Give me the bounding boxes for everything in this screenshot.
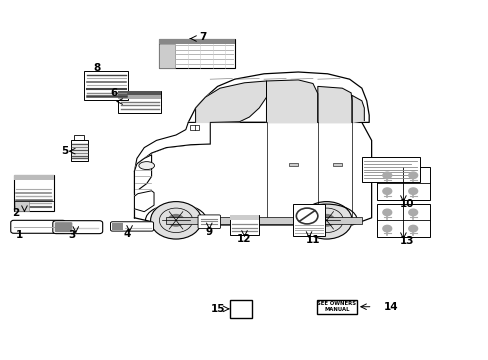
Polygon shape (195, 81, 266, 122)
Bar (15, 201, 29, 211)
Polygon shape (317, 86, 351, 122)
Circle shape (382, 172, 391, 179)
Bar (316, 300, 356, 314)
Bar (229, 215, 259, 220)
Bar (118, 95, 161, 99)
Bar (14, 175, 54, 211)
FancyBboxPatch shape (198, 215, 220, 229)
Text: 12: 12 (237, 234, 251, 244)
Bar (361, 157, 419, 182)
Bar (112, 223, 123, 230)
Polygon shape (266, 80, 317, 122)
Circle shape (318, 215, 334, 226)
Circle shape (382, 225, 391, 232)
Bar (189, 125, 198, 130)
Text: SEE OWNERS
MANUAL: SEE OWNERS MANUAL (317, 301, 356, 312)
Text: 3: 3 (69, 230, 76, 240)
Polygon shape (351, 95, 364, 122)
FancyBboxPatch shape (110, 222, 153, 231)
Bar (71, 140, 88, 161)
Bar (118, 91, 161, 113)
Text: 8: 8 (93, 63, 100, 73)
Circle shape (408, 225, 417, 232)
FancyBboxPatch shape (53, 221, 102, 234)
Text: 1: 1 (16, 230, 23, 240)
Bar (74, 135, 84, 140)
Bar (159, 39, 234, 44)
Text: 4: 4 (123, 229, 131, 239)
Text: 11: 11 (305, 235, 320, 245)
Bar (376, 204, 429, 237)
Polygon shape (188, 72, 368, 122)
Bar (332, 163, 342, 166)
Circle shape (382, 188, 391, 194)
Circle shape (408, 172, 417, 179)
Text: 10: 10 (399, 199, 413, 209)
Circle shape (301, 202, 351, 239)
Circle shape (382, 209, 391, 216)
Text: 5: 5 (61, 146, 68, 156)
Bar (159, 44, 174, 68)
Bar (118, 91, 161, 95)
Text: 14: 14 (383, 302, 398, 312)
FancyBboxPatch shape (11, 220, 65, 233)
Text: 7: 7 (199, 32, 206, 42)
Text: 9: 9 (205, 227, 212, 237)
Circle shape (408, 209, 417, 216)
Bar (166, 217, 361, 224)
Circle shape (408, 188, 417, 194)
Polygon shape (134, 122, 210, 171)
Text: 2: 2 (12, 208, 19, 218)
Ellipse shape (139, 162, 154, 170)
Polygon shape (134, 122, 371, 225)
Bar (293, 204, 325, 236)
Bar (229, 215, 259, 235)
Text: 15: 15 (210, 304, 224, 314)
Circle shape (150, 202, 201, 239)
Bar (14, 175, 54, 180)
Bar (229, 300, 251, 318)
Polygon shape (134, 155, 151, 193)
Circle shape (168, 215, 183, 226)
Bar (84, 71, 128, 100)
Text: 6: 6 (110, 88, 117, 98)
FancyBboxPatch shape (55, 222, 72, 232)
Polygon shape (134, 191, 154, 212)
Text: 13: 13 (399, 236, 413, 246)
Bar (288, 163, 298, 166)
Bar (159, 39, 234, 68)
Bar (376, 167, 429, 200)
